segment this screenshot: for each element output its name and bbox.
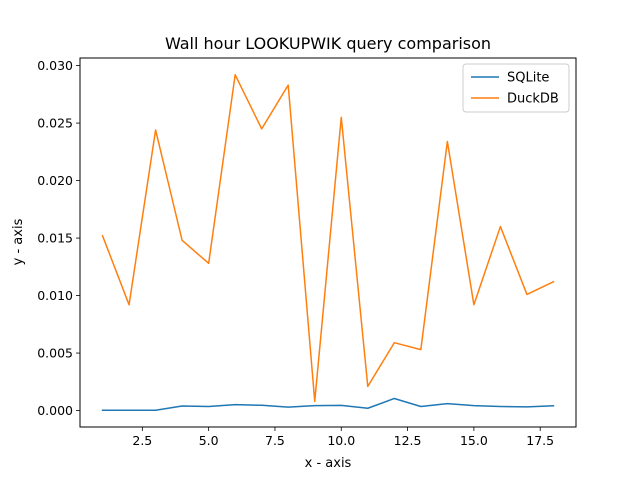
y-axis: 0.000 0.005 0.010 0.015 0.020 0.025 0.030 (37, 58, 80, 418)
y-tick-label: 0.010 (37, 288, 73, 303)
axes-frame (79, 57, 577, 428)
x-tick-label: 2.5 (132, 433, 152, 448)
y-tick-label: 0.005 (37, 346, 73, 361)
y-tick-label: 0.000 (37, 403, 73, 418)
y-axis-label: y - axis (11, 218, 26, 265)
legend-frame (462, 63, 570, 113)
y-tick-label: 0.030 (37, 58, 73, 73)
plot-area (101, 74, 555, 411)
x-tick-label: 12.5 (394, 433, 422, 448)
x-tick-label: 17.5 (526, 433, 554, 448)
x-tick-label: 5.0 (199, 433, 219, 448)
x-tick-label: 15.0 (460, 433, 488, 448)
y-tick-label: 0.020 (37, 173, 73, 188)
legend: SQLite DuckDB (462, 63, 570, 113)
y-tick-label: 0.015 (37, 231, 73, 246)
legend-label-sqlite: SQLite (507, 71, 549, 86)
x-tick-label: 10.0 (327, 433, 355, 448)
x-axis-label: x - axis (305, 456, 352, 471)
chart-title: Wall hour LOOKUPWIK query comparison (165, 34, 491, 53)
x-tick-label: 7.5 (265, 433, 285, 448)
y-tick-label: 0.025 (37, 116, 73, 131)
legend-label-duckdb: DuckDB (507, 92, 559, 107)
x-axis: 2.5 5.0 7.5 10.0 12.5 15.0 17.5 (132, 427, 554, 448)
series-line-sqlite (101, 397, 555, 411)
series-line-duckdb (101, 74, 555, 403)
